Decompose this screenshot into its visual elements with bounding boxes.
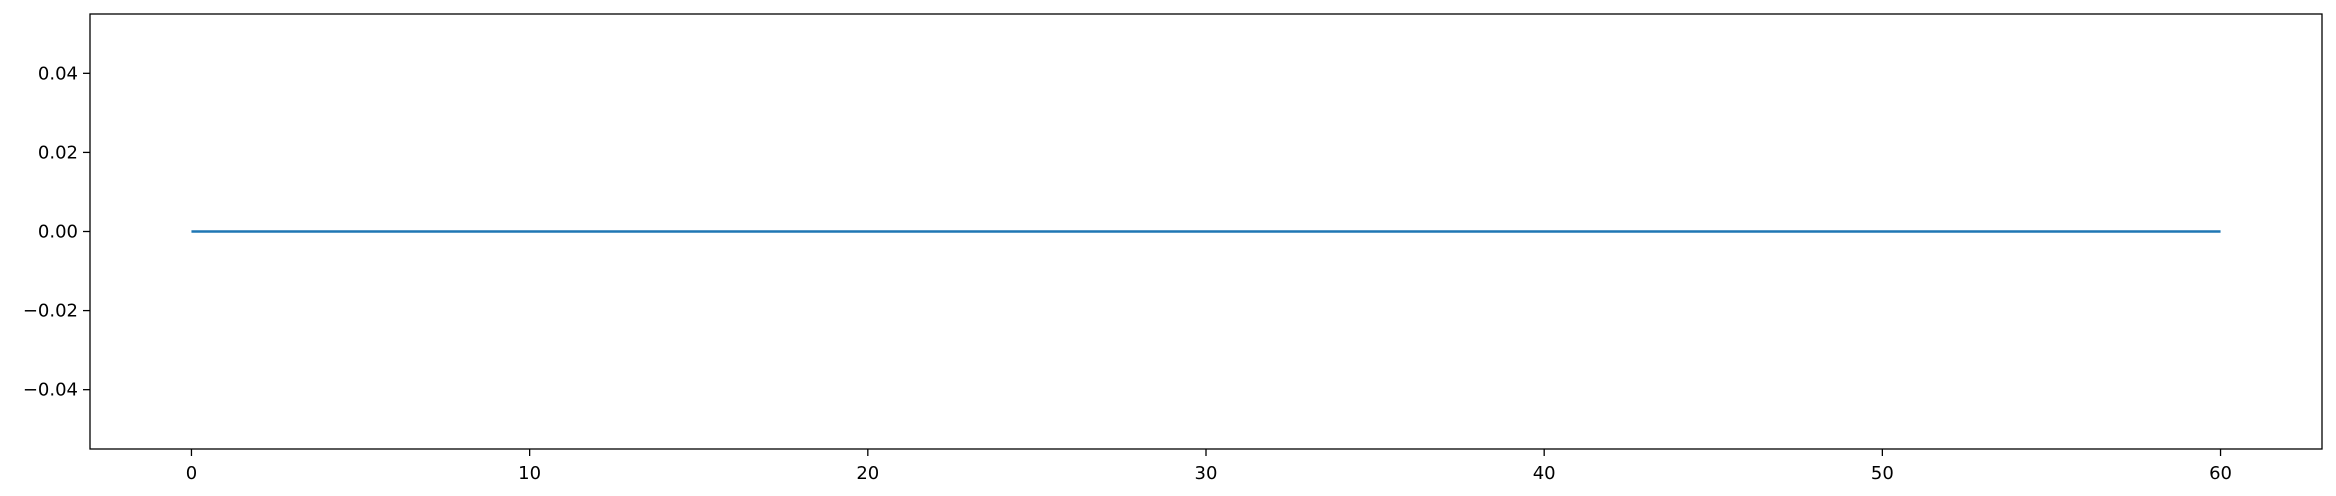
x-tick-label: 0 [186, 463, 197, 484]
y-tick-label: 0.04 [38, 63, 78, 84]
x-axis-ticks: 0 10 20 30 40 50 60 [186, 449, 2232, 484]
x-tick-label: 10 [518, 463, 541, 484]
x-tick-label: 20 [856, 463, 879, 484]
y-tick-label: 0.02 [38, 142, 78, 163]
y-axis-ticks: −0.04 −0.02 0.00 0.02 0.04 [23, 63, 90, 401]
y-tick-label: −0.02 [23, 301, 78, 322]
y-tick-label: 0.00 [38, 222, 78, 243]
x-tick-label: 60 [2209, 463, 2232, 484]
x-tick-label: 30 [1195, 463, 1218, 484]
x-tick-label: 40 [1533, 463, 1556, 484]
axes-frame [89, 13, 2323, 450]
y-tick-label: −0.04 [23, 380, 78, 401]
x-tick-label: 50 [1871, 463, 1894, 484]
